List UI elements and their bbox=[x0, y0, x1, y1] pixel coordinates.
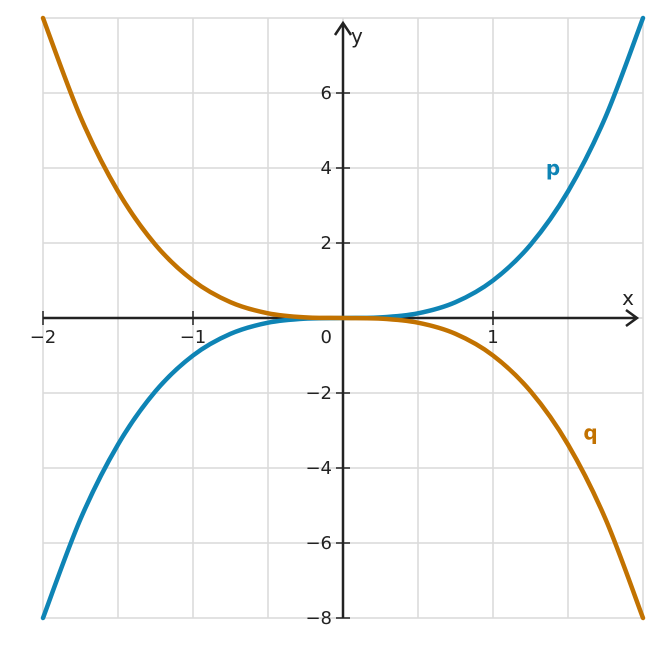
x-tick-label: 1 bbox=[487, 327, 498, 348]
y-tick-label: 6 bbox=[321, 83, 332, 104]
x-tick-label: −1 bbox=[180, 327, 207, 348]
y-axis-arrowhead bbox=[333, 20, 353, 36]
series-label-q: q bbox=[583, 420, 597, 444]
y-tick-label: −4 bbox=[305, 458, 332, 479]
axes bbox=[43, 20, 640, 618]
series-curves: pq bbox=[40, 15, 646, 621]
y-tick-label: 4 bbox=[321, 158, 332, 179]
y-tick-label: −8 bbox=[305, 608, 332, 629]
origin-label: 0 bbox=[321, 327, 332, 348]
ticks: −2 −1 1 −8 −6 −4 −2 2 4 6 bbox=[30, 83, 499, 629]
series-line-q bbox=[40, 15, 646, 621]
y-tick-label: −6 bbox=[305, 533, 332, 554]
series-label-p: p bbox=[546, 156, 560, 180]
x-axis-title: x bbox=[622, 286, 634, 310]
y-tick-label: −2 bbox=[305, 383, 332, 404]
labels: x y 0 bbox=[321, 24, 635, 348]
y-tick-label: 2 bbox=[321, 233, 332, 254]
y-axis-title: y bbox=[351, 24, 363, 48]
x-axis-arrowhead bbox=[625, 308, 640, 328]
x-tick-label: −2 bbox=[30, 327, 57, 348]
